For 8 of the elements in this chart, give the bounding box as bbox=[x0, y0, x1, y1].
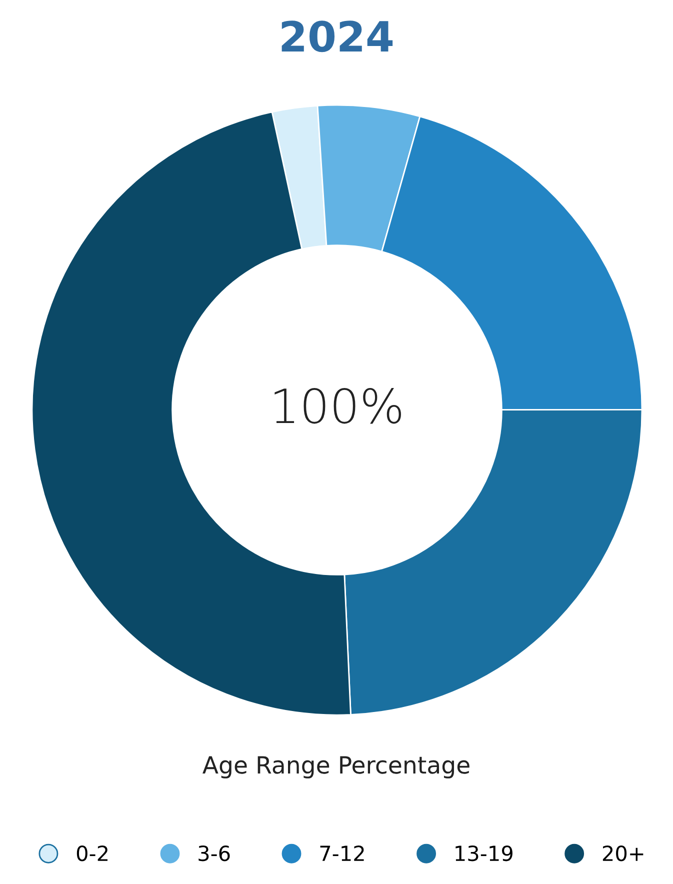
chart-title: 2024 bbox=[282, 20, 393, 52]
legend-label: 13-19 bbox=[456, 845, 512, 862]
text: 100% bbox=[274, 388, 401, 424]
text: Age Range Percentage bbox=[202, 756, 470, 778]
legend-label: 7-12 bbox=[320, 845, 364, 861]
legend-label: 0-2 bbox=[76, 845, 108, 862]
legend-label: 3-6 bbox=[198, 845, 230, 862]
legend-label: 20+ bbox=[602, 845, 644, 862]
